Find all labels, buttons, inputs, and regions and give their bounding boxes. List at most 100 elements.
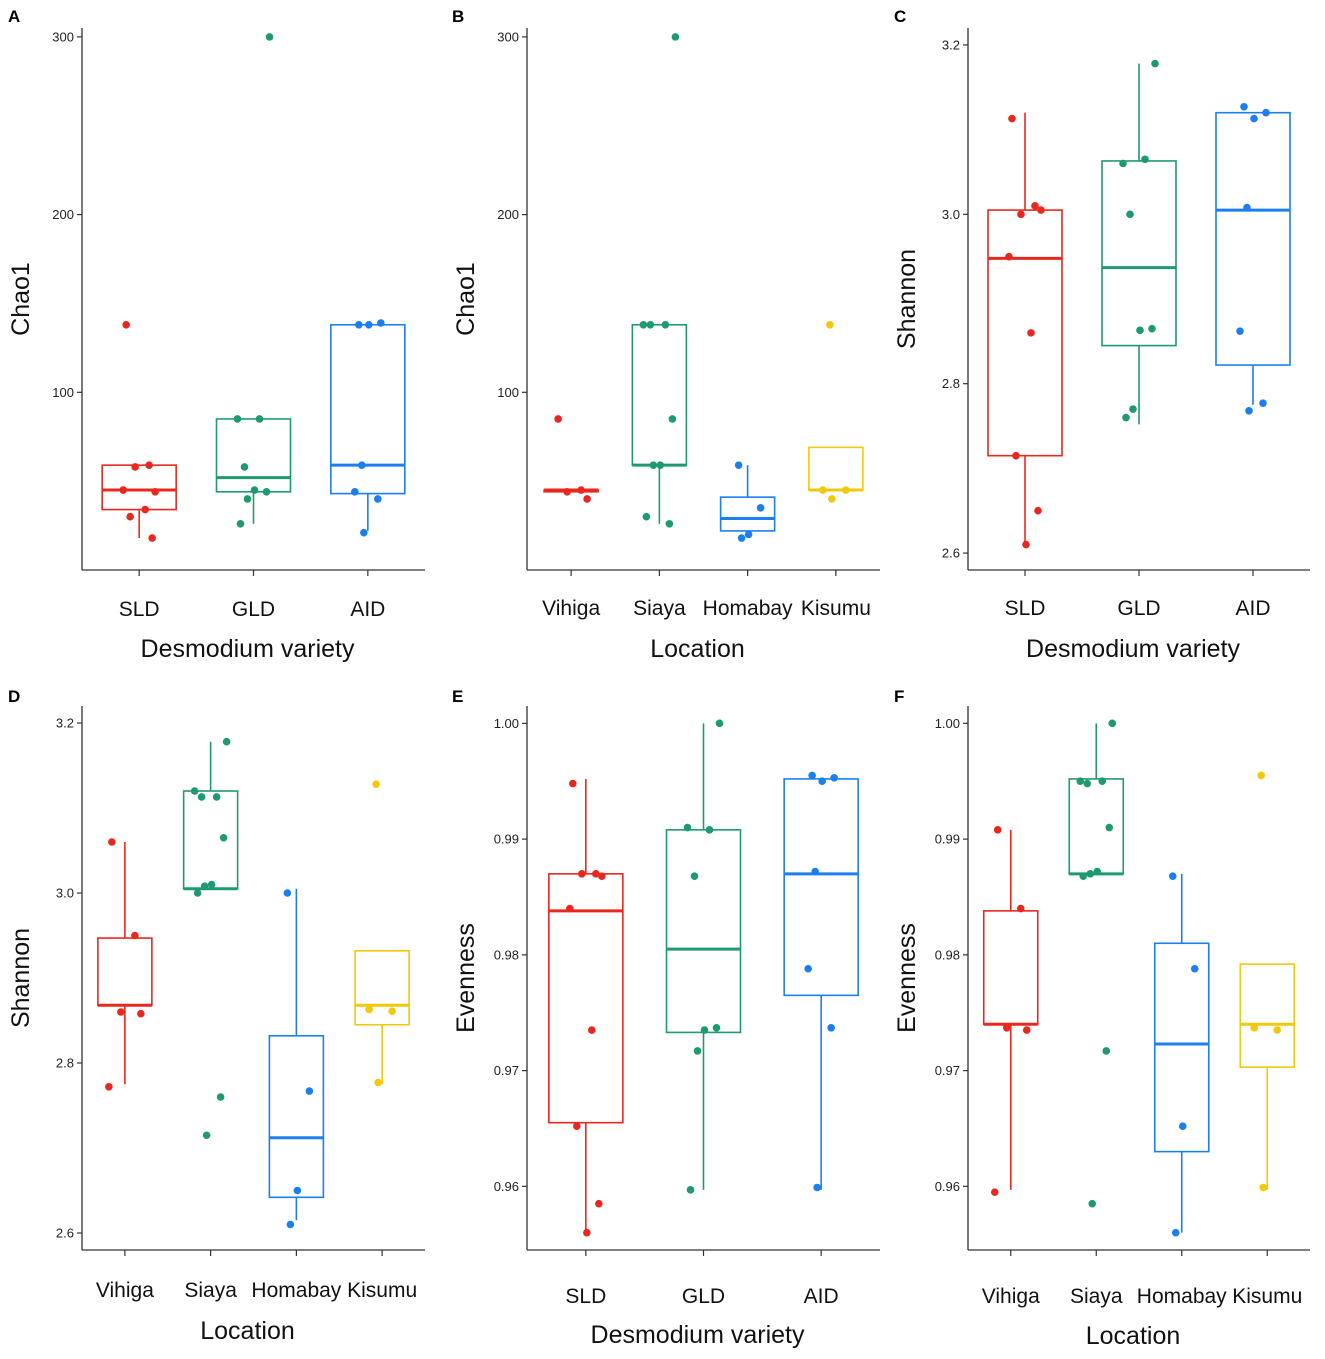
data-point — [365, 320, 373, 329]
x-tick-label: SLD — [565, 1285, 606, 1308]
x-axis-title: Location — [1086, 1322, 1181, 1350]
data-point — [842, 486, 850, 494]
y-tick-label: 2.8 — [56, 1056, 74, 1071]
data-point — [693, 1047, 702, 1055]
data-point — [990, 1188, 999, 1196]
data-point — [705, 826, 714, 834]
data-point — [1016, 904, 1025, 913]
group-sld: SLD — [548, 778, 624, 1308]
data-point — [1076, 777, 1085, 786]
y-tick-label: 100 — [52, 385, 74, 400]
data-point — [993, 826, 1002, 834]
data-point — [190, 787, 199, 795]
data-point — [577, 486, 585, 494]
y-axis-title: Chao1 — [7, 262, 35, 336]
iqr-box — [268, 1035, 325, 1199]
data-point — [734, 461, 743, 469]
data-point — [826, 320, 834, 329]
data-point — [598, 872, 606, 880]
x-tick-label: Homabay — [703, 597, 793, 620]
panel-letter: E — [452, 687, 463, 706]
data-point — [737, 534, 746, 542]
data-point — [830, 773, 838, 782]
data-point — [1190, 964, 1199, 973]
iqr-box — [631, 323, 688, 466]
data-point — [1141, 155, 1149, 164]
panel-e: E 0.96 0.97 0.98 0.99 1.00 Evenness Desmodium v… — [452, 687, 880, 1349]
panel-letter: C — [894, 7, 906, 26]
x-tick-label: Kisumu — [1232, 1285, 1302, 1308]
y-tick-label: 3.2 — [56, 716, 74, 731]
y-tick-label: 100 — [497, 385, 519, 400]
x-tick-label: SLD — [1005, 597, 1046, 620]
iqr-box — [1215, 111, 1291, 366]
x-axis-title: Desmodium variety — [1026, 635, 1240, 663]
data-point — [1250, 1023, 1259, 1032]
data-point — [668, 415, 677, 423]
data-point — [255, 415, 264, 423]
y-axis-title: Evenness — [452, 923, 480, 1033]
x-tick-label: Homabay — [251, 1279, 341, 1302]
data-point — [700, 1026, 709, 1034]
data-point — [1086, 870, 1095, 878]
y-axis-title: Evenness — [893, 923, 921, 1033]
data-point — [355, 320, 363, 329]
group-aid: AID — [1215, 102, 1291, 620]
data-point — [1243, 203, 1251, 212]
data-point — [715, 719, 724, 728]
data-point — [1105, 823, 1114, 832]
iqr-box — [182, 790, 239, 890]
data-point — [1119, 159, 1127, 168]
panel-c: C 2.6 2.8 3.0 3.2 Shannon Desmodium variety SLD… — [893, 7, 1310, 663]
x-tick-label: Homabay — [1137, 1285, 1227, 1308]
data-point — [566, 904, 574, 913]
data-point — [105, 1083, 113, 1091]
x-tick-label: GLD — [232, 598, 275, 621]
y-tick-label: 3.0 — [56, 886, 74, 901]
group-aid: AID — [783, 771, 859, 1308]
y-tick-label: 0.99 — [935, 832, 960, 847]
iqr-box — [719, 496, 776, 532]
group-homabay: Homabay — [1137, 872, 1227, 1308]
data-point — [222, 737, 231, 746]
group-gld: GLD — [1101, 59, 1177, 620]
data-point — [1171, 1228, 1180, 1237]
data-point — [126, 512, 134, 521]
data-point — [1236, 327, 1244, 335]
data-point — [690, 872, 699, 880]
x-tick-label: SLD — [119, 598, 160, 621]
data-point — [358, 461, 366, 469]
data-point — [1034, 506, 1042, 515]
data-point — [377, 319, 385, 327]
data-point — [1168, 872, 1177, 880]
group-vihiga: Vihiga — [96, 838, 154, 1302]
group-kisumu: Kisumu — [1232, 771, 1302, 1308]
group-gld: GLD — [215, 33, 292, 621]
y-tick-label: 0.98 — [494, 947, 519, 962]
data-point — [283, 889, 292, 897]
y-tick-label: 2.8 — [942, 376, 960, 391]
group-kisumu: Kisumu — [347, 780, 417, 1302]
data-point — [1027, 329, 1035, 337]
iqr-box — [97, 937, 153, 1006]
iqr-box — [982, 910, 1039, 1026]
y-tick-label: 1.00 — [935, 716, 960, 731]
y-tick-label: 2.6 — [56, 1226, 74, 1241]
panel-f: F 0.96 0.97 0.98 0.99 1.00 Evenness Location Vih… — [893, 687, 1310, 1350]
data-point — [207, 880, 216, 889]
y-tick-label: 200 — [497, 207, 519, 222]
data-point — [1017, 210, 1025, 219]
data-point — [712, 1023, 721, 1032]
data-point — [1093, 867, 1102, 876]
data-point — [671, 33, 680, 41]
data-point — [808, 771, 816, 780]
data-point — [563, 488, 571, 496]
data-point — [592, 870, 600, 878]
y-axis-title: Shannon — [893, 249, 921, 349]
data-point — [374, 495, 382, 503]
data-point — [813, 1183, 821, 1192]
x-axis-title: Location — [650, 635, 745, 663]
data-point — [1259, 399, 1267, 407]
data-point — [119, 486, 127, 494]
